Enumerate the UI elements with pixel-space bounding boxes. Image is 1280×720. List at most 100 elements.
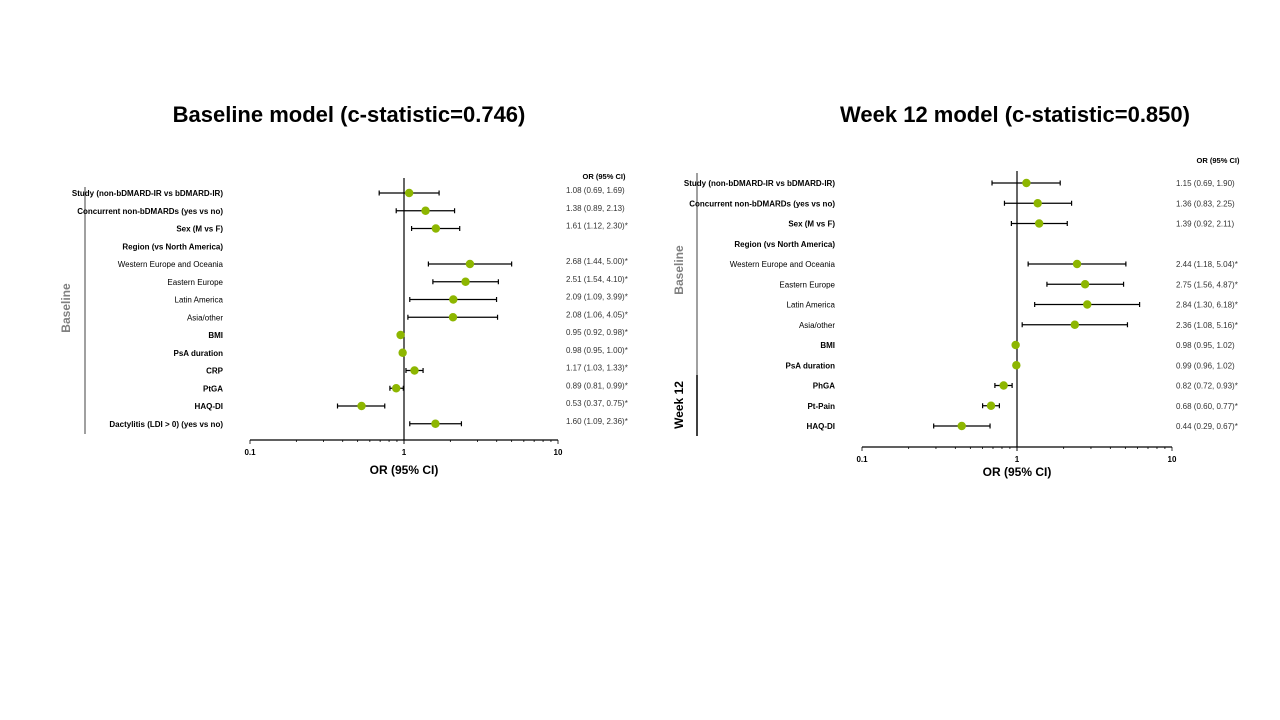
forest-row: PhGA 0.82 (0.72, 0.93)* xyxy=(813,381,1238,391)
x-axis-label: OR (95% CI) xyxy=(983,465,1052,479)
row-label: PsA duration xyxy=(174,349,224,358)
x-tick-label: 1 xyxy=(402,448,407,457)
or-ci-value: 0.98 (0.95, 1.00)* xyxy=(566,346,628,355)
forest-row: Region (vs North America) xyxy=(734,240,835,249)
x-tick-label: 10 xyxy=(554,448,563,457)
odds-ratio-point xyxy=(1080,280,1090,289)
forest-row: PsA duration 0.98 (0.95, 1.00)* xyxy=(174,346,628,358)
row-label: Region (vs North America) xyxy=(122,242,223,251)
odds-ratio-point xyxy=(1011,340,1020,350)
odds-ratio-point xyxy=(448,313,458,322)
row-label: HAQ-DI xyxy=(807,422,835,431)
odds-ratio-point xyxy=(465,259,475,269)
odds-ratio-point xyxy=(431,419,440,428)
forest-row: CRP 1.17 (1.03, 1.33)* xyxy=(206,364,628,376)
row-label: Sex (M vs F) xyxy=(176,225,223,234)
row-label: Concurrent non-bDMARDs (yes vs no) xyxy=(77,207,223,216)
or-ci-value: 0.98 (0.95, 1.02) xyxy=(1176,341,1235,350)
group-label: Baseline xyxy=(672,245,686,295)
forest-row: Concurrent non-bDMARDs (yes vs no) 1.36 (… xyxy=(689,199,1235,208)
x-tick-label: 0.1 xyxy=(856,455,868,464)
row-label: Region (vs North America) xyxy=(734,240,835,249)
forest-row: Dactylitis (LDI > 0) (yes vs no) 1.60 (1.… xyxy=(109,417,627,429)
odds-ratio-point xyxy=(986,401,996,410)
forest-row: Sex (M vs F) 1.39 (0.92, 2.11) xyxy=(788,219,1234,229)
or-ci-value: 2.84 (1.30, 6.18)* xyxy=(1176,301,1238,310)
forest-row: Latin America 2.84 (1.30, 6.18)* xyxy=(787,300,1238,310)
odds-ratio-point xyxy=(398,348,407,357)
forest-row: Region (vs North America) xyxy=(122,242,223,251)
row-label: HAQ-DI xyxy=(195,402,223,411)
row-label: Asia/other xyxy=(799,321,835,330)
row-label: Study (non-bDMARD-IR vs bDMARD-IR) xyxy=(72,189,223,198)
x-tick-label: 1 xyxy=(1015,455,1020,464)
forest-row: HAQ-DI 0.44 (0.29, 0.67)* xyxy=(807,421,1238,431)
odds-ratio-point xyxy=(357,401,366,411)
forest-row: Concurrent non-bDMARDs (yes vs no) 1.38 (… xyxy=(77,204,625,216)
row-label: Western Europe and Oceania xyxy=(118,260,224,269)
or-ci-value: 1.39 (0.92, 2.11) xyxy=(1176,220,1234,229)
odds-ratio-point xyxy=(461,277,470,286)
row-label: Western Europe and Oceania xyxy=(730,260,836,269)
odds-ratio-point xyxy=(410,366,419,375)
forest-row: Asia/other 2.36 (1.08, 5.16)* xyxy=(799,320,1238,330)
odds-ratio-point xyxy=(1033,199,1042,208)
row-label: Dactylitis (LDI > 0) (yes vs no) xyxy=(109,420,223,429)
or-ci-value: 0.44 (0.29, 0.67)* xyxy=(1176,422,1238,431)
odds-ratio-point xyxy=(431,224,441,233)
forest-plot-week12-model: Week 12 model (c-statistic=0.850) OR (95%… xyxy=(672,102,1240,479)
or-ci-value: 0.82 (0.72, 0.93)* xyxy=(1176,382,1238,391)
forest-row: Western Europe and Oceania 2.44 (1.18, 5.… xyxy=(730,259,1238,269)
or-ci-value: 0.53 (0.37, 0.75)* xyxy=(566,399,628,408)
odds-ratio-point xyxy=(392,384,401,393)
or-ci-value: 1.36 (0.83, 2.25) xyxy=(1176,199,1235,208)
odds-ratio-point xyxy=(421,206,430,215)
odds-ratio-point xyxy=(396,330,405,340)
chart-title: Baseline model (c-statistic=0.746) xyxy=(173,102,526,127)
chart-title: Week 12 model (c-statistic=0.850) xyxy=(840,102,1190,127)
forest-row: PtGA 0.89 (0.81, 0.99)* xyxy=(203,381,628,393)
or-ci-value: 1.08 (0.69, 1.69) xyxy=(566,186,625,195)
or-ci-value: 0.68 (0.60, 0.77)* xyxy=(1176,402,1238,411)
or-ci-value: 2.75 (1.56, 4.87)* xyxy=(1176,280,1238,289)
x-tick-label: 0.1 xyxy=(244,448,256,457)
or-ci-value: 2.09 (1.09, 3.99)* xyxy=(566,293,628,302)
odds-ratio-point xyxy=(957,421,966,431)
or-ci-value: 1.61 (1.12, 2.30)* xyxy=(566,222,628,231)
or-ci-value: 2.51 (1.54, 4.10)* xyxy=(566,275,628,284)
odds-ratio-point xyxy=(1012,361,1021,370)
forest-row: Asia/other 2.08 (1.06, 4.05)* xyxy=(187,310,628,322)
forest-row: Study (non-bDMARD-IR vs bDMARD-IR) 1.15 (… xyxy=(684,178,1235,188)
row-label: BMI xyxy=(820,341,835,350)
or-ci-value: 0.89 (0.81, 0.99)* xyxy=(566,381,628,390)
forest-row: Western Europe and Oceania 2.68 (1.44, 5.… xyxy=(118,257,628,269)
forest-row: BMI 0.98 (0.95, 1.02) xyxy=(820,340,1235,350)
row-label: Latin America xyxy=(787,301,836,310)
row-label: Study (non-bDMARD-IR vs bDMARD-IR) xyxy=(684,179,835,188)
value-column-header: OR (95% CI) xyxy=(1197,156,1240,165)
or-ci-value: 0.99 (0.96, 1.02) xyxy=(1176,361,1235,370)
row-label: Sex (M vs F) xyxy=(788,220,835,229)
row-label: Eastern Europe xyxy=(167,278,223,287)
forest-row: Latin America 2.09 (1.09, 3.99)* xyxy=(175,293,628,305)
forest-plot-baseline-model: Baseline model (c-statistic=0.746) OR (95… xyxy=(59,102,628,477)
odds-ratio-point xyxy=(449,295,458,304)
forest-row: Sex (M vs F) 1.61 (1.12, 2.30)* xyxy=(176,222,628,234)
group-label: Baseline xyxy=(59,283,73,333)
odds-ratio-point xyxy=(1083,300,1092,309)
value-column-header: OR (95% CI) xyxy=(583,172,626,181)
or-ci-value: 1.17 (1.03, 1.33)* xyxy=(566,364,628,373)
row-label: PsA duration xyxy=(786,361,836,370)
or-ci-value: 2.36 (1.08, 5.16)* xyxy=(1176,321,1238,330)
forest-row: PsA duration 0.99 (0.96, 1.02) xyxy=(786,361,1235,370)
odds-ratio-point xyxy=(1070,320,1080,329)
row-label: Concurrent non-bDMARDs (yes vs no) xyxy=(689,199,835,208)
or-ci-value: 0.95 (0.92, 0.98)* xyxy=(566,328,628,337)
odds-ratio-point xyxy=(1072,259,1082,269)
odds-ratio-point xyxy=(1034,219,1044,228)
x-axis-label: OR (95% CI) xyxy=(370,463,439,477)
group-label: Week 12 xyxy=(672,381,686,429)
row-label: BMI xyxy=(208,331,223,340)
row-label: CRP xyxy=(206,367,224,376)
